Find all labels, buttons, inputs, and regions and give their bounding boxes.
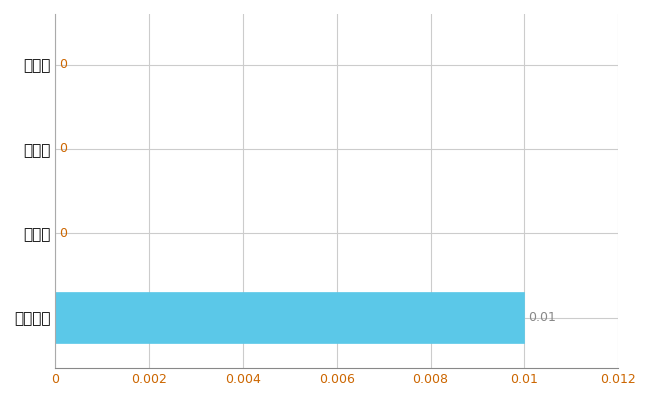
Text: 0: 0 [59,142,67,155]
Text: 0: 0 [59,227,67,240]
Text: 0: 0 [59,58,67,71]
Text: 0.01: 0.01 [528,311,556,324]
Bar [55,292,525,343]
